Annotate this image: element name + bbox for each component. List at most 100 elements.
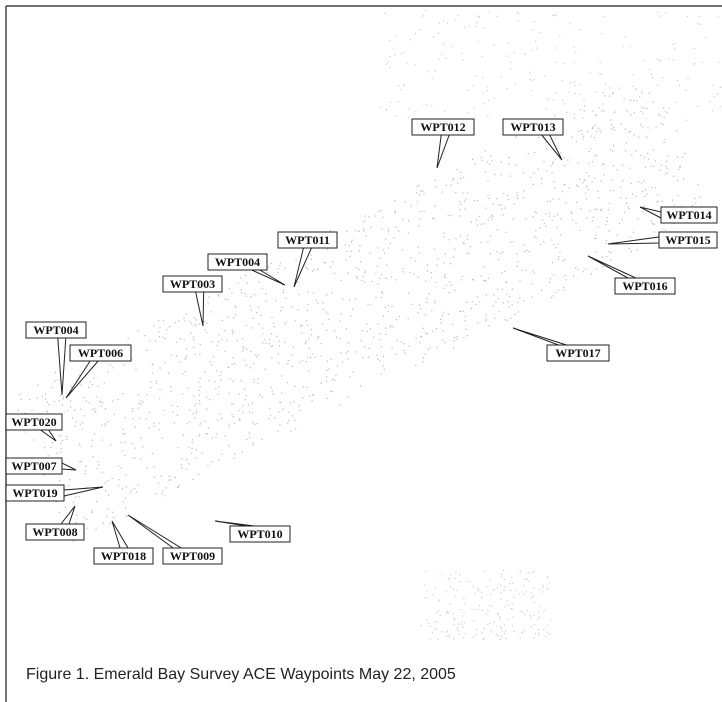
survey-dot xyxy=(402,219,403,220)
survey-dot xyxy=(245,293,246,294)
survey-dot xyxy=(282,409,283,410)
survey-dot xyxy=(596,92,597,93)
survey-dot xyxy=(182,393,183,394)
survey-dot xyxy=(640,111,641,112)
survey-dot xyxy=(446,612,447,613)
survey-dot xyxy=(126,475,127,476)
survey-dot xyxy=(242,338,243,339)
survey-dot xyxy=(326,330,327,331)
survey-dot xyxy=(484,570,485,571)
survey-dot xyxy=(478,216,479,217)
survey-dot xyxy=(500,174,501,175)
survey-dot xyxy=(408,293,409,294)
survey-dot xyxy=(314,269,315,270)
survey-dot xyxy=(592,126,593,127)
survey-dot xyxy=(503,570,504,571)
survey-dot xyxy=(123,429,124,430)
survey-dot xyxy=(613,190,614,191)
survey-dot xyxy=(235,314,236,315)
survey-dot xyxy=(330,391,331,392)
survey-dot xyxy=(184,339,185,340)
survey-dot xyxy=(529,72,530,73)
survey-dot xyxy=(462,276,463,277)
survey-dot xyxy=(589,151,590,152)
survey-dot xyxy=(288,412,289,413)
survey-dot xyxy=(521,632,522,633)
survey-dot xyxy=(140,459,141,460)
survey-dot xyxy=(196,403,197,404)
survey-dot xyxy=(564,103,565,104)
survey-dot xyxy=(620,123,621,124)
survey-dot xyxy=(206,323,207,324)
survey-dot xyxy=(419,195,420,196)
survey-dot xyxy=(500,639,501,640)
survey-dot xyxy=(408,220,409,221)
survey-dot xyxy=(167,329,168,330)
survey-dot xyxy=(644,107,645,108)
survey-dot xyxy=(434,621,435,622)
survey-dot xyxy=(252,402,253,403)
survey-dot xyxy=(559,198,560,199)
survey-dot xyxy=(476,219,477,220)
survey-dot xyxy=(487,624,488,625)
survey-dot xyxy=(507,88,508,89)
survey-dot xyxy=(92,456,93,457)
survey-dot xyxy=(318,336,319,337)
survey-dot xyxy=(535,41,536,42)
survey-dot xyxy=(478,41,479,42)
survey-dot xyxy=(224,299,225,300)
survey-dot xyxy=(647,153,648,154)
survey-dot xyxy=(509,157,510,158)
survey-dot xyxy=(482,638,483,639)
survey-dot xyxy=(99,401,100,402)
survey-dot xyxy=(308,348,309,349)
survey-dot xyxy=(96,396,97,397)
survey-dot xyxy=(133,458,134,459)
survey-dot xyxy=(481,242,482,243)
survey-dot xyxy=(279,424,280,425)
survey-dot xyxy=(246,349,247,350)
survey-dot xyxy=(473,620,474,621)
survey-dot xyxy=(572,220,573,221)
survey-dot xyxy=(194,325,195,326)
survey-dot xyxy=(340,352,341,353)
survey-dot xyxy=(591,273,592,274)
survey-dot xyxy=(415,33,416,34)
survey-dot xyxy=(281,393,282,394)
survey-dot xyxy=(347,273,348,274)
survey-dot xyxy=(83,415,84,416)
survey-dot xyxy=(382,292,383,293)
survey-dot xyxy=(609,96,610,97)
survey-dot xyxy=(453,624,454,625)
survey-dot xyxy=(215,436,216,437)
survey-dot xyxy=(459,201,460,202)
survey-dot xyxy=(423,357,424,358)
survey-dot xyxy=(436,186,437,187)
survey-dot xyxy=(235,307,236,308)
survey-dot xyxy=(595,235,596,236)
survey-dot xyxy=(255,354,256,355)
survey-dot xyxy=(349,245,350,246)
survey-dot xyxy=(348,358,349,359)
survey-dot xyxy=(626,203,627,204)
survey-dot xyxy=(458,630,459,631)
survey-dot xyxy=(431,310,432,311)
survey-dot xyxy=(419,342,420,343)
survey-dot xyxy=(265,343,266,344)
survey-dot xyxy=(503,590,504,591)
survey-dot xyxy=(394,200,395,201)
survey-dot xyxy=(149,427,150,428)
survey-dot xyxy=(705,37,706,38)
survey-dot xyxy=(269,408,270,409)
survey-dot xyxy=(607,217,608,218)
survey-dot xyxy=(489,605,490,606)
survey-dot xyxy=(676,102,677,103)
survey-dot xyxy=(494,98,495,99)
survey-dot xyxy=(588,175,589,176)
survey-dot xyxy=(579,230,580,231)
survey-dot xyxy=(624,98,625,99)
survey-dot xyxy=(513,241,514,242)
survey-dot xyxy=(626,111,627,112)
survey-dot xyxy=(596,268,597,269)
survey-dot xyxy=(569,91,570,92)
